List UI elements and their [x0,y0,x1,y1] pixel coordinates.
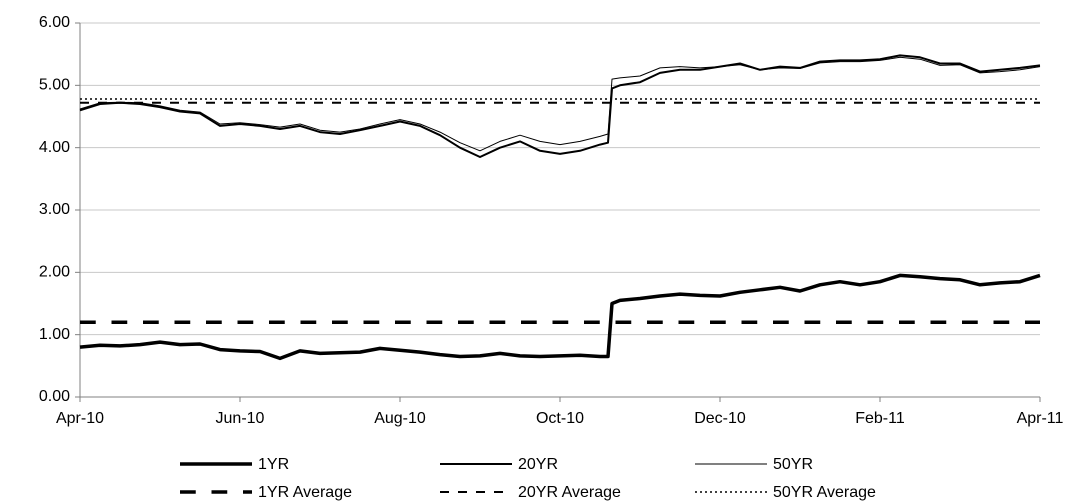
x-tick-label: Aug-10 [374,410,426,427]
legend-label: 1YR [258,456,289,473]
legend-label: 20YR [518,456,558,473]
y-tick-label: 1.00 [39,326,70,343]
legend-label: 1YR Average [258,484,352,501]
x-tick-label: Feb-11 [855,410,905,427]
y-tick-label: 4.00 [39,139,70,156]
series-line [79,56,1041,152]
series-line [79,273,1041,361]
y-tick-label: 3.00 [39,201,70,218]
x-tick-label: Oct-10 [536,410,584,427]
legend-label: 50YR [773,456,813,473]
y-tick-label: 2.00 [39,264,70,281]
x-tick-label: Dec-10 [694,410,746,427]
x-tick-label: Jun-10 [216,410,265,427]
y-tick-label: 0.00 [39,388,70,405]
legend-label: 50YR Average [773,484,876,501]
legend-label: 20YR Average [518,484,621,501]
series-line [79,54,1041,158]
y-tick-label: 6.00 [39,14,70,31]
y-tick-label: 5.00 [39,77,70,94]
x-tick-label: Apr-10 [56,410,104,427]
x-tick-label: Apr-11 [1017,410,1064,427]
